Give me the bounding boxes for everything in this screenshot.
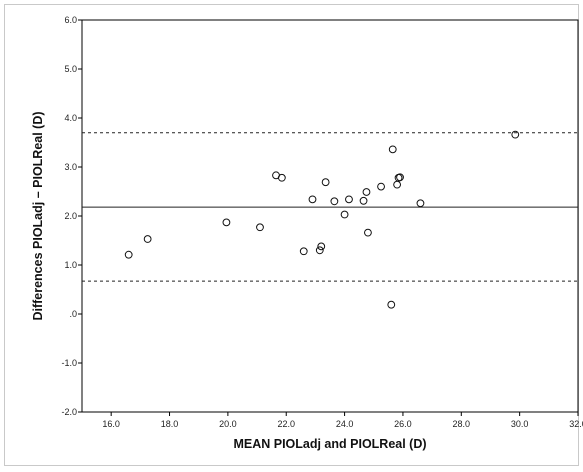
x-tick-label: 28.0	[453, 419, 471, 429]
x-tick-label: 24.0	[336, 419, 354, 429]
x-axis-title: MEAN PIOLadj and PIOLReal (D)	[233, 437, 426, 451]
data-point	[222, 218, 231, 227]
y-tick-label: 1.0	[64, 260, 77, 270]
y-tick-label: 5.0	[64, 64, 77, 74]
y-tick-label: 6.0	[64, 15, 77, 25]
data-point	[330, 197, 339, 206]
x-tick-label: 32.0	[569, 419, 583, 429]
data-points	[124, 130, 520, 309]
data-point	[359, 196, 368, 205]
y-tick-label: .0	[69, 309, 77, 319]
data-point	[377, 182, 385, 191]
data-point	[364, 228, 372, 237]
data-point	[317, 242, 326, 251]
data-point	[362, 188, 371, 196]
x-tick-label: 22.0	[277, 419, 295, 429]
data-point	[511, 130, 520, 139]
data-point	[345, 195, 353, 204]
data-point	[340, 210, 349, 219]
data-point	[143, 235, 152, 243]
y-tick-label: -2.0	[61, 407, 77, 417]
data-point	[308, 195, 317, 204]
y-tick-label: 3.0	[64, 162, 77, 172]
data-point	[396, 173, 404, 182]
x-axis: 16.0 18.0 20.0 22.0 24.0 26.0 28.0 30.0 32.0	[102, 412, 583, 429]
y-tick-label: -1.0	[61, 358, 77, 368]
data-point	[321, 178, 330, 187]
data-point	[256, 223, 264, 232]
data-point	[315, 246, 324, 255]
x-tick-label: 20.0	[219, 419, 237, 429]
x-tick-label: 16.0	[102, 419, 120, 429]
x-tick-label: 26.0	[394, 419, 412, 429]
x-tick-label: 30.0	[511, 419, 529, 429]
y-axis: -2.0 -1.0 .0 1.0 2.0 3.0 4.0 5.0 6.0	[61, 15, 82, 417]
reference-lines	[82, 132, 578, 282]
data-point	[416, 199, 425, 208]
plot-area	[81, 19, 579, 413]
y-axis-title: Differences PIOLadj – PIOLReal (D)	[31, 111, 45, 320]
data-point	[299, 247, 308, 256]
x-tick-label: 18.0	[161, 419, 179, 429]
data-point	[277, 173, 286, 182]
data-point	[387, 300, 396, 309]
data-point	[124, 250, 133, 259]
data-point	[388, 145, 397, 154]
y-tick-label: 2.0	[64, 211, 77, 221]
y-tick-label: 4.0	[64, 113, 77, 123]
